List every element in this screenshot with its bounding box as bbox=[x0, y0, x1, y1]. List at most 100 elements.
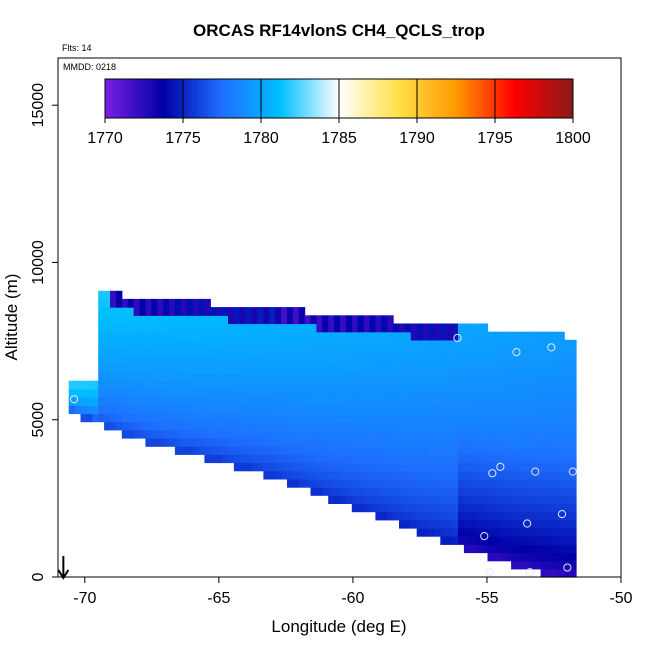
heatmap-cell bbox=[511, 495, 518, 504]
heatmap-cell bbox=[127, 307, 135, 316]
heatmap-cell bbox=[351, 397, 359, 406]
heatmap-cell bbox=[192, 405, 200, 415]
heatmap-cell bbox=[511, 487, 518, 496]
heatmap-cell bbox=[245, 421, 253, 431]
heatmap-cell bbox=[104, 307, 111, 316]
heatmap-cell bbox=[404, 339, 412, 349]
heatmap-cell bbox=[375, 478, 382, 488]
heatmap-cell bbox=[269, 454, 276, 464]
heatmap-cell bbox=[180, 438, 188, 447]
heatmap-cell bbox=[410, 519, 418, 529]
heatmap-cell bbox=[322, 356, 329, 365]
heatmap-cell bbox=[239, 331, 247, 341]
heatmap-cell bbox=[328, 438, 335, 447]
heatmap-cell bbox=[558, 339, 565, 349]
colorbar-swatch bbox=[205, 79, 210, 118]
colorbar-swatch bbox=[466, 79, 470, 118]
heatmap-cell bbox=[186, 446, 194, 455]
heatmap-cell bbox=[198, 339, 205, 349]
heatmap-cell bbox=[534, 356, 542, 365]
heatmap-cell bbox=[192, 438, 200, 447]
heatmap-cell bbox=[416, 478, 424, 488]
heatmap-cell bbox=[228, 348, 235, 357]
heatmap-cell bbox=[369, 323, 376, 333]
heatmap-cell bbox=[393, 380, 400, 390]
heatmap-cell bbox=[216, 307, 223, 316]
colorbar-swatch bbox=[201, 79, 206, 118]
heatmap-cell bbox=[540, 560, 548, 570]
heatmap-cell bbox=[316, 438, 323, 447]
heatmap-cell bbox=[487, 487, 494, 496]
heatmap-cell bbox=[340, 405, 347, 415]
heatmap-cell bbox=[452, 372, 459, 382]
colorbar-swatch bbox=[131, 79, 136, 118]
heatmap-cell bbox=[316, 429, 323, 439]
heatmap-cell bbox=[564, 339, 571, 349]
heatmap-cell bbox=[469, 421, 477, 431]
heatmap-cell bbox=[487, 421, 494, 431]
heatmap-cell bbox=[351, 315, 359, 325]
heatmap-cell bbox=[204, 397, 211, 406]
heatmap-cell bbox=[440, 536, 447, 545]
heatmap-cell bbox=[239, 454, 247, 464]
heatmap-cell bbox=[375, 429, 382, 439]
colorbar-tick-label: 1770 bbox=[87, 130, 123, 147]
heatmap-cell bbox=[558, 552, 565, 562]
heatmap-cell bbox=[263, 397, 270, 406]
heatmap-cell bbox=[387, 511, 394, 521]
heatmap-cell bbox=[475, 544, 483, 554]
heatmap-cell bbox=[157, 372, 164, 382]
heatmap-cell bbox=[558, 380, 565, 390]
colorbar-swatch bbox=[469, 79, 474, 118]
heatmap-cell bbox=[422, 405, 430, 415]
heatmap-cell bbox=[192, 356, 200, 365]
heatmap-cell bbox=[422, 331, 430, 341]
heatmap-cell bbox=[458, 438, 465, 447]
heatmap-cell bbox=[328, 348, 335, 357]
heatmap-cell bbox=[363, 454, 371, 464]
heatmap-cell bbox=[228, 380, 235, 390]
heatmap-cell bbox=[298, 397, 306, 406]
heatmap-cell bbox=[174, 405, 182, 415]
colorbar-swatch bbox=[128, 79, 133, 118]
heatmap-cell bbox=[487, 527, 494, 537]
heatmap-cell bbox=[80, 388, 87, 398]
heatmap-cell bbox=[381, 331, 388, 341]
heatmap-cell bbox=[528, 478, 536, 488]
heatmap-cell bbox=[121, 331, 129, 341]
heatmap-cell bbox=[387, 495, 394, 504]
heatmap-cell bbox=[180, 307, 188, 316]
colorbar-swatch bbox=[115, 79, 119, 118]
heatmap-cell bbox=[475, 454, 483, 464]
heatmap-cell bbox=[517, 429, 524, 439]
heatmap-cell bbox=[310, 462, 317, 472]
heatmap-cell bbox=[440, 348, 447, 357]
heatmap-cell bbox=[328, 388, 335, 398]
heatmap-cell bbox=[493, 511, 500, 521]
heatmap-cell bbox=[322, 462, 329, 472]
colorbar-swatch bbox=[305, 79, 310, 118]
heatmap-cell bbox=[434, 470, 441, 480]
heatmap-cell bbox=[351, 364, 359, 374]
sample-point bbox=[480, 532, 489, 541]
heatmap-cell bbox=[298, 470, 306, 480]
heatmap-cell bbox=[434, 511, 441, 521]
heatmap-cell bbox=[381, 503, 388, 513]
heatmap-cell bbox=[463, 323, 471, 333]
heatmap-cell bbox=[345, 421, 353, 431]
heatmap-cell bbox=[463, 413, 471, 423]
heatmap-cell bbox=[98, 339, 105, 349]
heatmap-cell bbox=[481, 348, 489, 357]
heatmap-cell bbox=[564, 405, 571, 415]
heatmap-cell bbox=[475, 372, 483, 382]
heatmap-cell bbox=[540, 495, 548, 504]
heatmap-cell bbox=[393, 331, 400, 341]
heatmap-cell bbox=[80, 397, 87, 406]
heatmap-cell bbox=[322, 348, 329, 357]
heatmap-cell bbox=[345, 348, 353, 357]
heatmap-cell bbox=[275, 462, 282, 472]
heatmap-cell bbox=[163, 397, 170, 406]
heatmap-cell bbox=[157, 429, 164, 439]
heatmap-cell bbox=[86, 380, 93, 390]
heatmap-cell bbox=[192, 421, 200, 431]
